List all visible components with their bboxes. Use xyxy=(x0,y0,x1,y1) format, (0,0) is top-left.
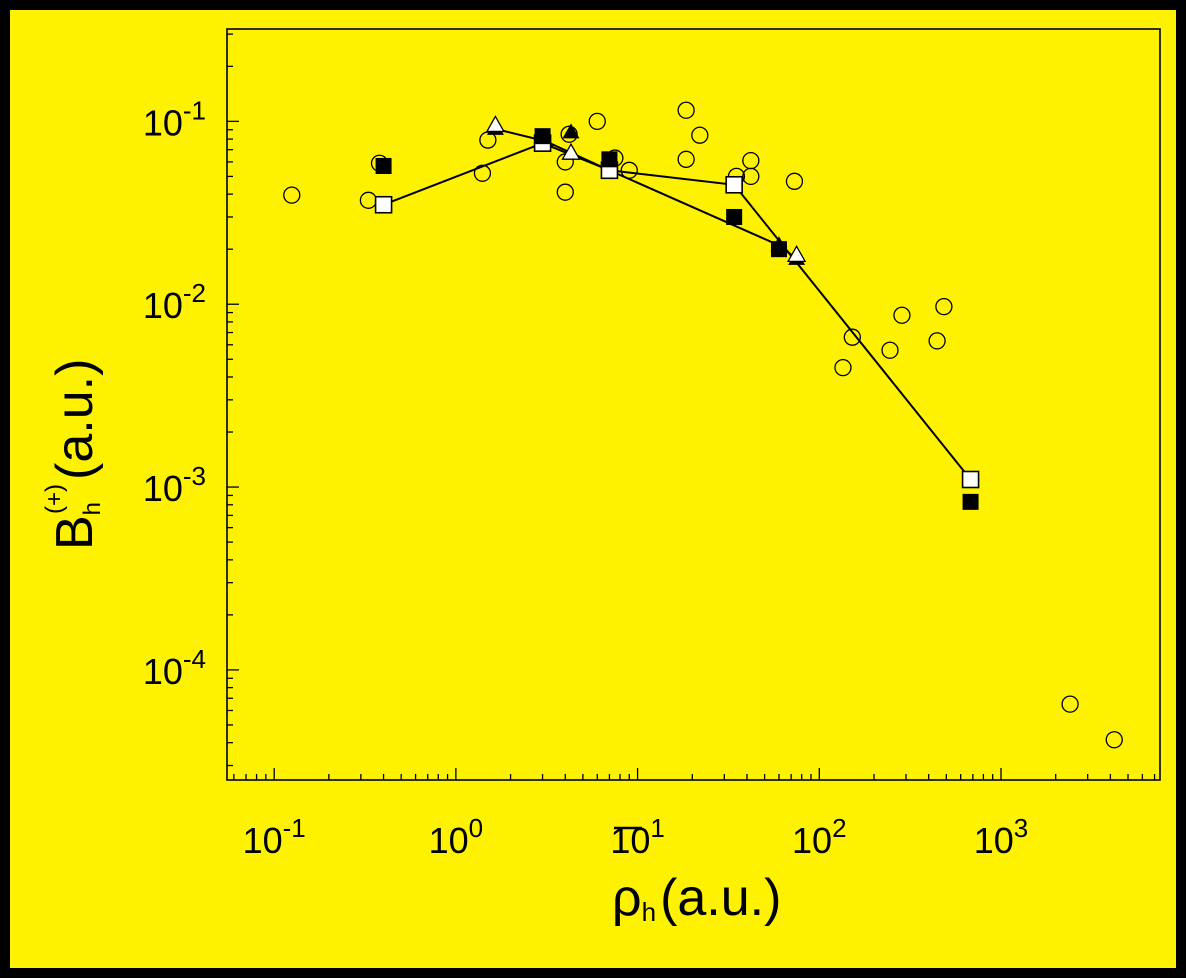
open-circle-point xyxy=(834,358,852,377)
y-tick-label: 10-1 xyxy=(143,95,206,143)
open-circle-point xyxy=(473,164,492,182)
y-axis-ticks xyxy=(227,33,239,767)
open-circle-point xyxy=(691,126,709,144)
filled-square-point xyxy=(726,208,743,225)
series-markers xyxy=(283,101,1123,749)
y-tick-label: 10-4 xyxy=(143,644,206,692)
open-triangle-point xyxy=(786,245,807,263)
open-circle-point xyxy=(928,332,946,350)
y-axis-title-unit: (a.u.) xyxy=(46,359,104,480)
open-circle-point xyxy=(677,101,695,119)
open-circle-point xyxy=(620,161,638,179)
open-circle-point xyxy=(843,328,861,346)
series-line-open-square xyxy=(383,142,972,481)
open-square-point xyxy=(374,195,393,214)
chart-background: 10-1 100 101 102 103 10-1 10-2 10-3 10-4 ρh(a.u… xyxy=(10,10,1176,968)
filled-triangle-point xyxy=(562,123,580,139)
open-circle-point xyxy=(742,151,760,170)
x-tick-label: 101 xyxy=(610,813,665,861)
svg-text:Bh(+)(a.u.): Bh (+) (a.u.) xyxy=(41,359,106,550)
x-axis-title: ρh(a.u.) xyxy=(612,826,781,927)
y-axis-title-subscript: h xyxy=(79,502,106,515)
open-circle-point xyxy=(881,341,899,359)
open-circle-point xyxy=(1061,695,1079,713)
open-circle-point xyxy=(893,306,911,324)
x-axis-title-symbol: ρ xyxy=(612,869,642,927)
open-square-point xyxy=(725,175,743,194)
plot-area-frame xyxy=(226,28,1161,781)
x-tick-label: 10-1 xyxy=(243,813,306,861)
open-square-point xyxy=(961,470,980,489)
y-axis-tick-labels: 10-1 10-2 10-3 10-4 xyxy=(143,95,206,692)
y-axis-title: Bh (+) (a.u.) xyxy=(41,359,106,550)
x-tick-label: 100 xyxy=(429,813,484,861)
filled-square-point xyxy=(962,493,979,510)
open-circle-point xyxy=(677,150,695,168)
open-circle-point xyxy=(742,167,760,186)
x-axis-title-unit: (a.u.) xyxy=(660,869,781,927)
y-tick-label: 10-3 xyxy=(143,461,206,509)
x-axis-title-subscript: h xyxy=(642,897,656,927)
chart: 10-1 100 101 102 103 10-110-210-310-4 ρh(a.u… xyxy=(41,28,1161,927)
open-circle-point xyxy=(283,186,301,204)
filled-square-point xyxy=(770,241,787,258)
y-axis-title-superscript: (+) xyxy=(41,484,68,514)
series-lines xyxy=(383,127,972,481)
y-tick-label: 10-2 xyxy=(143,278,206,326)
open-circle-point xyxy=(935,297,953,316)
open-triangle-point xyxy=(561,142,581,160)
open-circle-point xyxy=(556,183,574,201)
x-axis-ticks xyxy=(233,768,1156,780)
filled-square-point xyxy=(601,151,618,168)
x-axis-tick-labels: 10-1 100 101 102 103 xyxy=(243,813,1029,861)
filled-square-point xyxy=(375,158,392,175)
svg-text:ρh(a.u.): ρh(a.u.) xyxy=(612,869,781,927)
open-circle-point xyxy=(359,191,378,209)
y-axis-title-symbol: B xyxy=(46,515,104,550)
open-circle-point xyxy=(588,112,606,131)
x-tick-label: 103 xyxy=(974,813,1029,861)
open-circle-point xyxy=(1105,731,1123,749)
open-circle-point xyxy=(785,172,804,190)
x-tick-label: 102 xyxy=(792,813,847,861)
open-triangle-point xyxy=(485,115,506,133)
filled-square-point xyxy=(534,128,551,145)
